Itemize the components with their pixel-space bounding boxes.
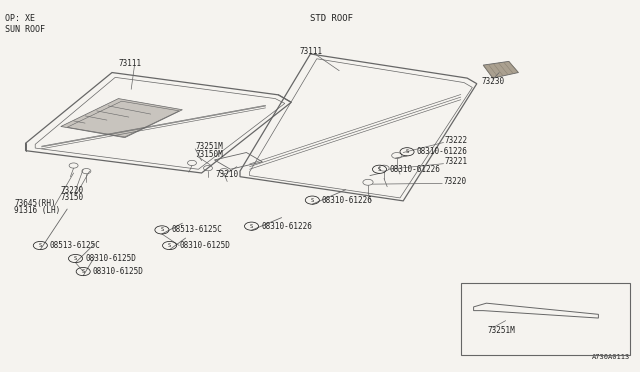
Text: 73150M: 73150M (195, 150, 223, 159)
Text: STD ROOF: STD ROOF (310, 14, 353, 23)
Text: S: S (160, 227, 164, 232)
Text: S: S (74, 256, 77, 261)
Text: 73220: 73220 (61, 186, 84, 195)
Text: 73251M: 73251M (195, 142, 223, 151)
Text: 73210: 73210 (216, 170, 239, 179)
Bar (461, 283, 630, 355)
Text: 73111: 73111 (118, 60, 141, 68)
Text: S: S (310, 198, 314, 203)
Text: S: S (378, 167, 381, 172)
Text: S: S (250, 224, 253, 229)
Text: 73150: 73150 (61, 193, 84, 202)
Text: 08310-61226: 08310-61226 (322, 196, 372, 205)
Text: 73251M: 73251M (488, 326, 515, 335)
Text: 73111: 73111 (300, 47, 323, 56)
Text: OP: XE: OP: XE (5, 14, 35, 23)
Polygon shape (483, 61, 518, 78)
Text: 08310-6125D: 08310-6125D (85, 254, 136, 263)
Text: 08310-61226: 08310-61226 (417, 147, 467, 156)
Text: 73221: 73221 (445, 157, 468, 166)
Text: S: S (168, 243, 172, 248)
Text: 08513-6125C: 08513-6125C (50, 241, 100, 250)
Text: 08310-6125D: 08310-6125D (179, 241, 230, 250)
Text: 08310-61226: 08310-61226 (261, 222, 312, 231)
Text: 73220: 73220 (444, 177, 467, 186)
Text: 08310-61226: 08310-61226 (389, 165, 440, 174)
Text: S: S (81, 269, 85, 274)
Polygon shape (61, 99, 182, 138)
Text: S: S (405, 149, 409, 154)
Text: 73222: 73222 (445, 136, 468, 145)
Text: 08310-6125D: 08310-6125D (93, 267, 143, 276)
Text: A730A0113: A730A0113 (591, 354, 630, 360)
Text: 73230: 73230 (482, 77, 505, 86)
Text: 73645(RH): 73645(RH) (14, 199, 56, 208)
Text: S: S (38, 243, 42, 248)
Text: 91316 (LH): 91316 (LH) (14, 206, 60, 215)
Text: SUN ROOF: SUN ROOF (5, 25, 45, 34)
Text: 08513-6125C: 08513-6125C (172, 225, 222, 234)
